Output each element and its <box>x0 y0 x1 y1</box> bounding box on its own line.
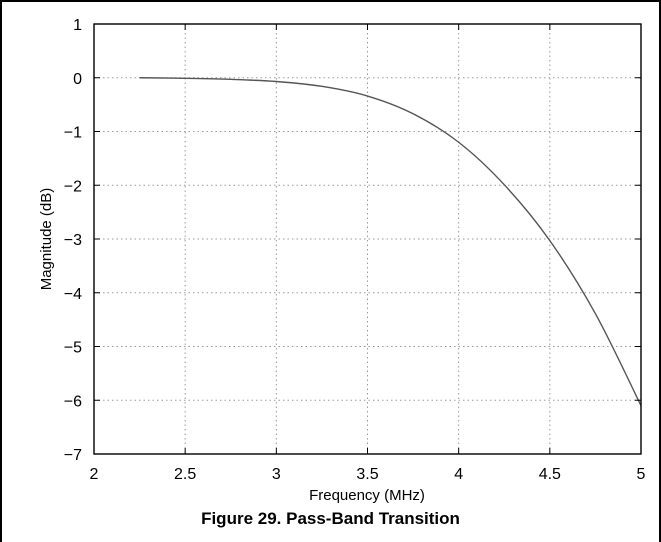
frame-top-border <box>0 0 661 2</box>
tick-labels: 2 2.5 3 3.5 4 4.5 5 1 0 −1 −2 −3 −4 −5 −6 −7 <box>64 17 646 483</box>
x-tick-label: 2 <box>90 466 99 483</box>
y-tick-label: −1 <box>64 125 82 142</box>
series-line <box>139 77 642 406</box>
y-tick-label: 1 <box>73 17 82 34</box>
x-tick-label: 3.5 <box>356 466 378 483</box>
x-tick-label: 4.5 <box>539 466 561 483</box>
x-axis-label: Frequency (MHz) <box>309 487 425 504</box>
y-tick-label: −6 <box>64 393 82 410</box>
y-tick-label: −2 <box>64 178 82 195</box>
y-tick-label: −5 <box>64 340 82 357</box>
x-tick-label: 3 <box>272 466 281 483</box>
y-axis-label: Magnitude (dB) <box>38 188 55 291</box>
x-tick-label: 5 <box>637 466 646 483</box>
figure-caption: Figure 29. Pass-Band Transition <box>201 509 460 528</box>
y-tick-label: −4 <box>64 286 82 303</box>
y-tick-label: −3 <box>64 232 82 249</box>
line-chart: 2 2.5 3 3.5 4 4.5 5 1 0 −1 −2 −3 −4 −5 −6 −7 Frequency … <box>38 17 646 504</box>
frame-right-border <box>659 0 661 542</box>
axis-ticks <box>93 23 642 455</box>
y-tick-label: −7 <box>64 447 82 464</box>
grid-lines <box>94 24 641 454</box>
x-tick-label: 4 <box>454 466 463 483</box>
x-tick-label: 2.5 <box>174 466 196 483</box>
series-layer <box>139 77 642 406</box>
frame-left-border <box>0 0 2 542</box>
y-tick-label: 0 <box>73 71 82 88</box>
